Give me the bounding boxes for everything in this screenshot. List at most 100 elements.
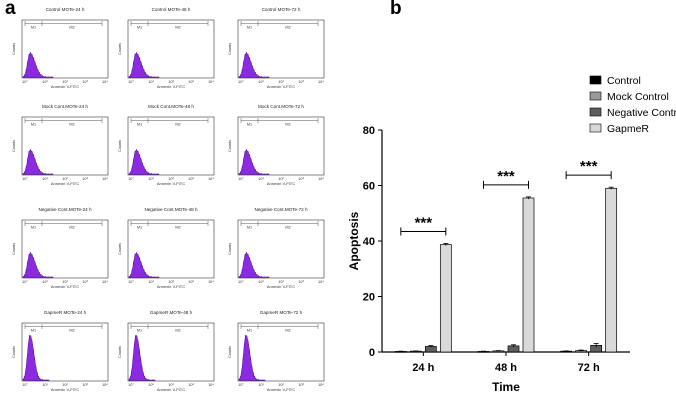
histogram-title: GapmeR MOTe-48 h — [150, 310, 193, 315]
panel-a-label: a — [5, 0, 16, 19]
y-tick-label: 40 — [363, 236, 375, 248]
bar-gapmer — [439, 244, 452, 353]
gate-m1-label: M1 — [137, 226, 142, 230]
x-tick-label: 10⁴ — [102, 280, 108, 284]
x-tick-label: 10³ — [188, 280, 194, 284]
histogram-panel: Mock Cont.MOTe-72 h Counts 10° 10¹ 10² 10³ 10⁴… — [228, 104, 325, 186]
gate-m2-label: M2 — [285, 329, 290, 333]
x-tick-label: 10³ — [82, 383, 88, 387]
x-axis-label: Annexin V-FITC — [157, 84, 185, 89]
x-axis-label: Annexin V-FITC — [157, 181, 185, 186]
histogram-panel: Control MOTe-24 h Counts 10° 10¹ 10² 10³ 10⁴ An… — [12, 7, 109, 89]
gate-m2-label: M2 — [175, 226, 180, 230]
histogram-curve — [238, 251, 270, 278]
histogram-title: Control MOTe-48 h — [152, 7, 191, 12]
histogram-panel: GapmeR MOTe-24 h Counts 10° 10¹ 10² 10³ 10⁴ Ann… — [12, 310, 109, 392]
histogram-curve — [22, 51, 54, 78]
histogram-title: GapmeR MOTe-24 h — [44, 310, 87, 315]
y-axis-label: Counts — [118, 346, 122, 358]
x-axis-label: Annexin V-FITC — [51, 181, 79, 186]
x-tick-label: 10¹ — [42, 383, 48, 387]
x-tick-label: 10² — [168, 80, 174, 84]
x-axis-label: Annexin V-FITC — [51, 284, 79, 289]
x-tick-label: 10° — [22, 383, 28, 387]
x-tick-label: 10° — [22, 80, 28, 84]
histogram-title: Control MOTe-72 h — [262, 7, 301, 12]
x-tick-label: 10° — [22, 177, 28, 181]
x-tick-label: 10³ — [298, 80, 304, 84]
x-tick-label: 10³ — [188, 177, 194, 181]
y-axis-label: Counts — [12, 243, 16, 255]
panel-b-label: b — [390, 0, 402, 19]
legend-swatch — [589, 107, 602, 117]
x-tick-label: 10⁴ — [102, 383, 108, 387]
y-axis-label: Apoptosis — [347, 211, 361, 270]
histogram-curve — [22, 334, 50, 382]
gate-m2-label: M2 — [69, 329, 74, 333]
gate-m1-label: M1 — [31, 329, 36, 333]
x-tick-label: 10¹ — [42, 177, 48, 181]
gate-m1-label: M1 — [31, 123, 36, 127]
x-tick-label: 10⁴ — [208, 383, 214, 387]
x-tick-label: 10° — [238, 80, 244, 84]
x-tick-label: 10² — [62, 280, 68, 284]
gate-m2-label: M2 — [69, 26, 74, 30]
x-tick-label: 10³ — [188, 80, 194, 84]
y-tick-label: 20 — [363, 292, 375, 304]
y-axis-label: Counts — [228, 243, 232, 255]
x-tick-label: 48 h — [495, 362, 517, 374]
gate-m2-label: M2 — [285, 123, 290, 127]
significance-stars: *** — [415, 214, 433, 231]
x-tick-label: 10² — [168, 383, 174, 387]
legend-label: Mock Control — [607, 91, 669, 103]
x-tick-label: 10⁴ — [318, 383, 324, 387]
gate-m1-label: M1 — [31, 226, 36, 230]
histogram-panel: GapmeR MOTe-48 h Counts 10° 10¹ 10² 10³ 10⁴ Ann… — [118, 310, 215, 392]
x-tick-label: 10³ — [82, 80, 88, 84]
y-tick-label: 80 — [363, 125, 375, 137]
x-axis-label: Time — [492, 380, 520, 394]
x-tick-label: 10² — [278, 383, 284, 387]
histogram-panel: Negative Cont.MOTe-24 h Counts 10° 10¹ 10² 10… — [12, 207, 109, 289]
x-axis-label: Annexin V-FITC — [51, 84, 79, 89]
histogram-curve — [238, 148, 270, 175]
x-tick-label: 10⁴ — [208, 80, 214, 84]
legend-swatch — [589, 75, 602, 85]
x-tick-label: 10¹ — [148, 383, 154, 387]
legend-label: Control — [607, 75, 641, 87]
y-axis-label: Counts — [12, 43, 16, 55]
x-axis-label: Annexin V-FITC — [157, 284, 185, 289]
histogram-title: Control MOTe-24 h — [46, 7, 85, 12]
histogram-title: Mock Cont.MOTe-24 h — [42, 104, 88, 109]
x-tick-label: 24 h — [412, 362, 434, 374]
x-tick-label: 10² — [62, 383, 68, 387]
significance-stars: *** — [497, 168, 515, 185]
x-tick-label: 10³ — [188, 383, 194, 387]
x-tick-label: 10³ — [82, 177, 88, 181]
legend-label: Negative Control — [607, 107, 676, 119]
histogram-title: Mock Cont.MOTe-72 h — [258, 104, 304, 109]
x-tick-label: 10¹ — [148, 177, 154, 181]
significance-stars: *** — [580, 158, 598, 175]
x-tick-label: 10⁴ — [102, 177, 108, 181]
gate-m2-label: M2 — [69, 123, 74, 127]
histogram-grid: Control MOTe-24 h Counts 10° 10¹ 10² 10³ 10⁴ An… — [12, 7, 325, 392]
legend-swatch — [589, 91, 602, 101]
histogram-curve — [238, 51, 270, 78]
gate-m2-label: M2 — [285, 26, 290, 30]
x-tick-label: 10² — [278, 280, 284, 284]
gate-m1-label: M1 — [247, 123, 252, 127]
x-tick-label: 10¹ — [42, 80, 48, 84]
x-tick-label: 10⁴ — [318, 80, 324, 84]
gate-m2-label: M2 — [175, 123, 180, 127]
x-tick-label: 10³ — [298, 177, 304, 181]
x-tick-label: 10° — [128, 177, 134, 181]
y-tick-label: 0 — [369, 347, 375, 359]
plot-frame — [127, 219, 215, 279]
x-tick-label: 10¹ — [258, 80, 264, 84]
histogram-curve — [238, 334, 266, 382]
x-tick-label: 10³ — [298, 280, 304, 284]
y-tick-label: 60 — [363, 181, 375, 193]
x-tick-label: 10¹ — [258, 177, 264, 181]
gate-m2-label: M2 — [285, 226, 290, 230]
